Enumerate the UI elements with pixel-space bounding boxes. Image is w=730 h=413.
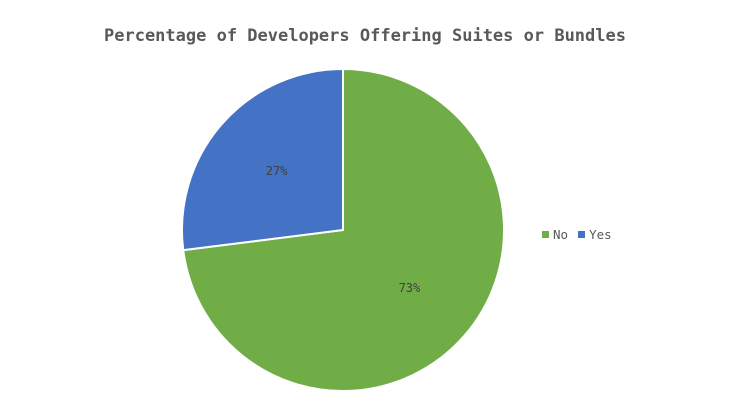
legend-swatch-yes [578, 231, 586, 238]
chart-title: Percentage of Developers Offering Suites… [104, 26, 626, 46]
data-label-yes: 27% [266, 164, 288, 178]
pie-slice-yes [181, 67, 344, 252]
legend: No Yes [542, 227, 622, 242]
legend-label-no: No [553, 227, 569, 242]
legend-item-yes: Yes [578, 227, 612, 242]
legend-swatch-no [542, 231, 549, 238]
legend-item-no: No [542, 227, 568, 242]
data-label-no: 73% [399, 281, 421, 295]
legend-label-yes: Yes [589, 227, 612, 242]
